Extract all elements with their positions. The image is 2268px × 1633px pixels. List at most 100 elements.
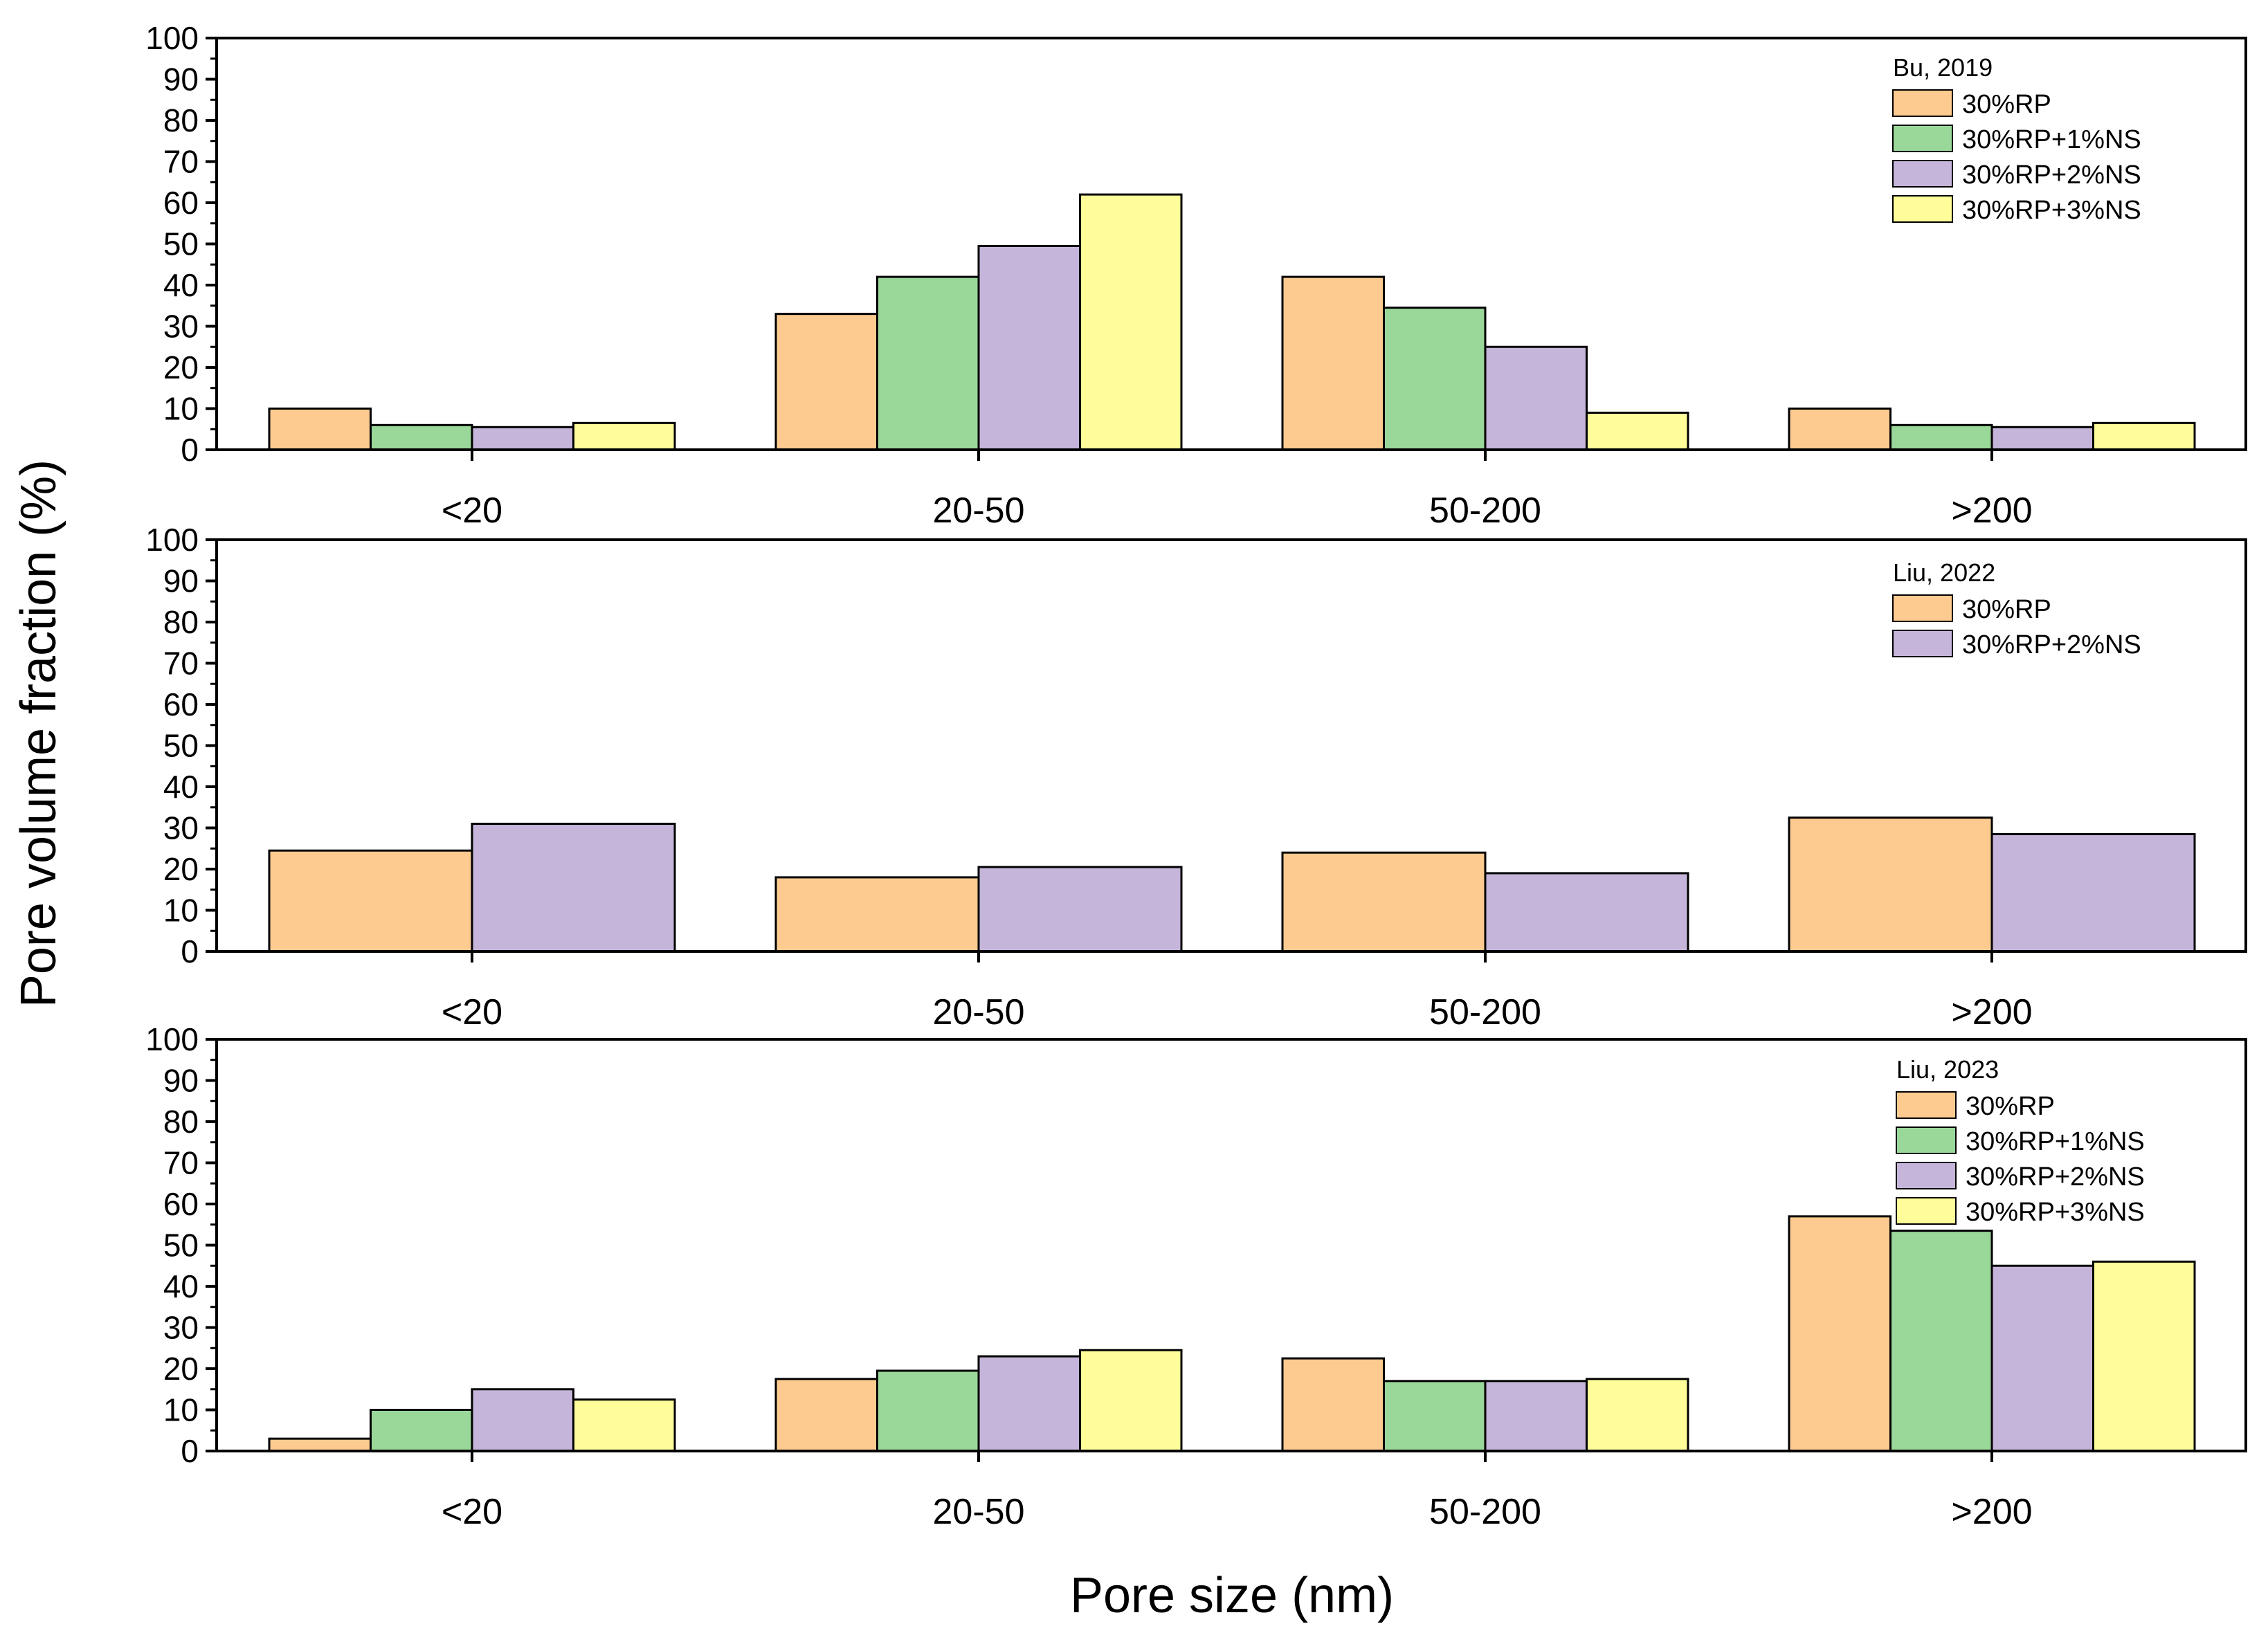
y-tick-label: 10	[163, 1392, 199, 1428]
x-tick-label: 50-200	[1429, 491, 1541, 531]
legend-title: Bu, 2019	[1893, 53, 1993, 82]
legend-swatch	[1892, 89, 1953, 117]
y-tick-label: 80	[163, 102, 199, 138]
y-tick-label: 90	[163, 563, 199, 599]
x-tick-label: >200	[1951, 992, 2032, 1032]
bar-1-2-2	[1484, 345, 1588, 451]
x-tick-label: <20	[442, 491, 502, 531]
y-tick-label: 100	[145, 522, 199, 558]
y-tick-label: 60	[163, 185, 199, 221]
y-tick-label: 40	[163, 1268, 199, 1304]
chart-panel-3: 0 10 20 30 40 50 60 70 80 90 100 <20 20-50 50-200 >200…	[145, 1021, 2247, 1532]
legend-swatch	[1892, 594, 1953, 622]
legend-label: 30%RP+1%NS	[1966, 1127, 2145, 1156]
bar-3-2-0	[1281, 1357, 1385, 1452]
y-tick-label: 30	[163, 309, 199, 345]
x-axis-label: Pore size (nm)	[1070, 1568, 1394, 1623]
bar-2-1-1	[977, 866, 1183, 953]
x-tick-label: 20-50	[933, 1492, 1025, 1532]
legend-swatch	[1896, 1162, 1957, 1189]
bar-3-0-2	[471, 1388, 574, 1452]
y-tick-label: 70	[163, 144, 199, 180]
x-tick-label: 50-200	[1429, 992, 1541, 1032]
x-tick-label: <20	[442, 1492, 502, 1532]
y-tick-label: 60	[163, 686, 199, 722]
bar-1-1-3	[1079, 193, 1183, 451]
y-tick-label: 0	[181, 432, 199, 468]
bar-3-3-1	[1889, 1230, 1993, 1452]
y-tick-label: 20	[163, 349, 199, 385]
y-tick-label: 90	[163, 1063, 199, 1099]
y-tick-label: 70	[163, 646, 199, 682]
legend-label: 30%RP	[1966, 1092, 2055, 1121]
bar-1-3-0	[1788, 408, 1891, 451]
legend-label: 30%RP+2%NS	[1966, 1162, 2145, 1192]
y-tick-label: 100	[145, 1021, 199, 1057]
bar-3-3-3	[2092, 1260, 2196, 1452]
x-tick-label: 20-50	[933, 992, 1025, 1032]
bar-2-1-0	[774, 876, 980, 953]
y-tick-label: 90	[163, 62, 199, 98]
y-tick-label: 80	[163, 604, 199, 640]
bar-1-0-3	[572, 421, 676, 451]
chart-panel-1: 0 10 20 30 40 50 60 70 80 90 100 <20 20-50 50-200 >200…	[145, 20, 2247, 531]
bar-2-3-0	[1788, 816, 1993, 953]
bar-3-0-1	[370, 1409, 473, 1452]
x-tick-label: 20-50	[933, 491, 1025, 531]
bar-3-2-3	[1586, 1378, 1689, 1452]
bar-1-0-0	[268, 408, 372, 451]
x-tick-label: <20	[442, 992, 502, 1032]
x-tick-label: 50-200	[1429, 1492, 1541, 1532]
legend-swatch	[1896, 1126, 1957, 1154]
bar-3-2-1	[1383, 1380, 1487, 1452]
legend-swatch	[1892, 160, 1953, 188]
y-tick-label: 50	[163, 226, 199, 262]
bar-1-2-1	[1383, 307, 1487, 451]
y-tick-label: 0	[181, 1433, 199, 1469]
y-tick-label: 20	[163, 1351, 199, 1387]
bar-2-2-0	[1281, 851, 1487, 953]
chart-panel-2: 0 10 20 30 40 50 60 70 80 90 100 <20 20-50 50-200 >200…	[145, 522, 2247, 1032]
bar-1-0-1	[370, 423, 473, 451]
y-tick-label: 0	[181, 933, 199, 969]
y-tick-label: 40	[163, 267, 199, 303]
y-tick-label: 10	[163, 391, 199, 427]
legend-label: 30%RP+3%NS	[1966, 1198, 2145, 1227]
bar-1-0-2	[471, 426, 574, 451]
bar-3-2-2	[1484, 1380, 1588, 1452]
legend-label: 30%RP	[1962, 595, 2051, 624]
bar-1-2-3	[1586, 411, 1689, 451]
bar-3-0-3	[572, 1398, 676, 1452]
bar-1-1-2	[977, 244, 1081, 451]
y-tick-label: 50	[163, 728, 199, 764]
bar-3-1-0	[774, 1378, 878, 1452]
legend-swatch	[1892, 125, 1953, 152]
x-tick-label: >200	[1951, 491, 2032, 531]
bar-3-3-0	[1788, 1215, 1891, 1452]
y-tick-label: 60	[163, 1186, 199, 1222]
y-tick-label: 70	[163, 1145, 199, 1181]
bar-2-3-1	[1990, 832, 2196, 953]
y-tick-label: 80	[163, 1104, 199, 1140]
y-axis-label: Pore volume fraction (%)	[11, 459, 66, 1007]
bar-2-2-1	[1484, 872, 1689, 953]
legend-title: Liu, 2023	[1896, 1055, 1999, 1084]
bar-1-1-0	[774, 313, 878, 451]
y-tick-label: 30	[163, 1310, 199, 1346]
y-tick-label: 50	[163, 1228, 199, 1263]
legend-swatch	[1896, 1197, 1957, 1225]
bar-3-1-2	[977, 1355, 1081, 1452]
legend-label: 30%RP+2%NS	[1962, 161, 2141, 190]
legend-label: 30%RP+2%NS	[1962, 630, 2141, 659]
y-tick-label: 10	[163, 893, 199, 929]
bar-1-3-3	[2092, 421, 2196, 451]
bar-1-2-0	[1281, 275, 1385, 451]
bar-3-1-1	[876, 1369, 980, 1452]
legend-swatch	[1892, 195, 1953, 223]
bar-2-0-0	[268, 849, 473, 953]
bar-1-1-1	[876, 275, 980, 451]
legend-swatch	[1896, 1091, 1957, 1119]
bar-2-0-1	[471, 823, 676, 953]
